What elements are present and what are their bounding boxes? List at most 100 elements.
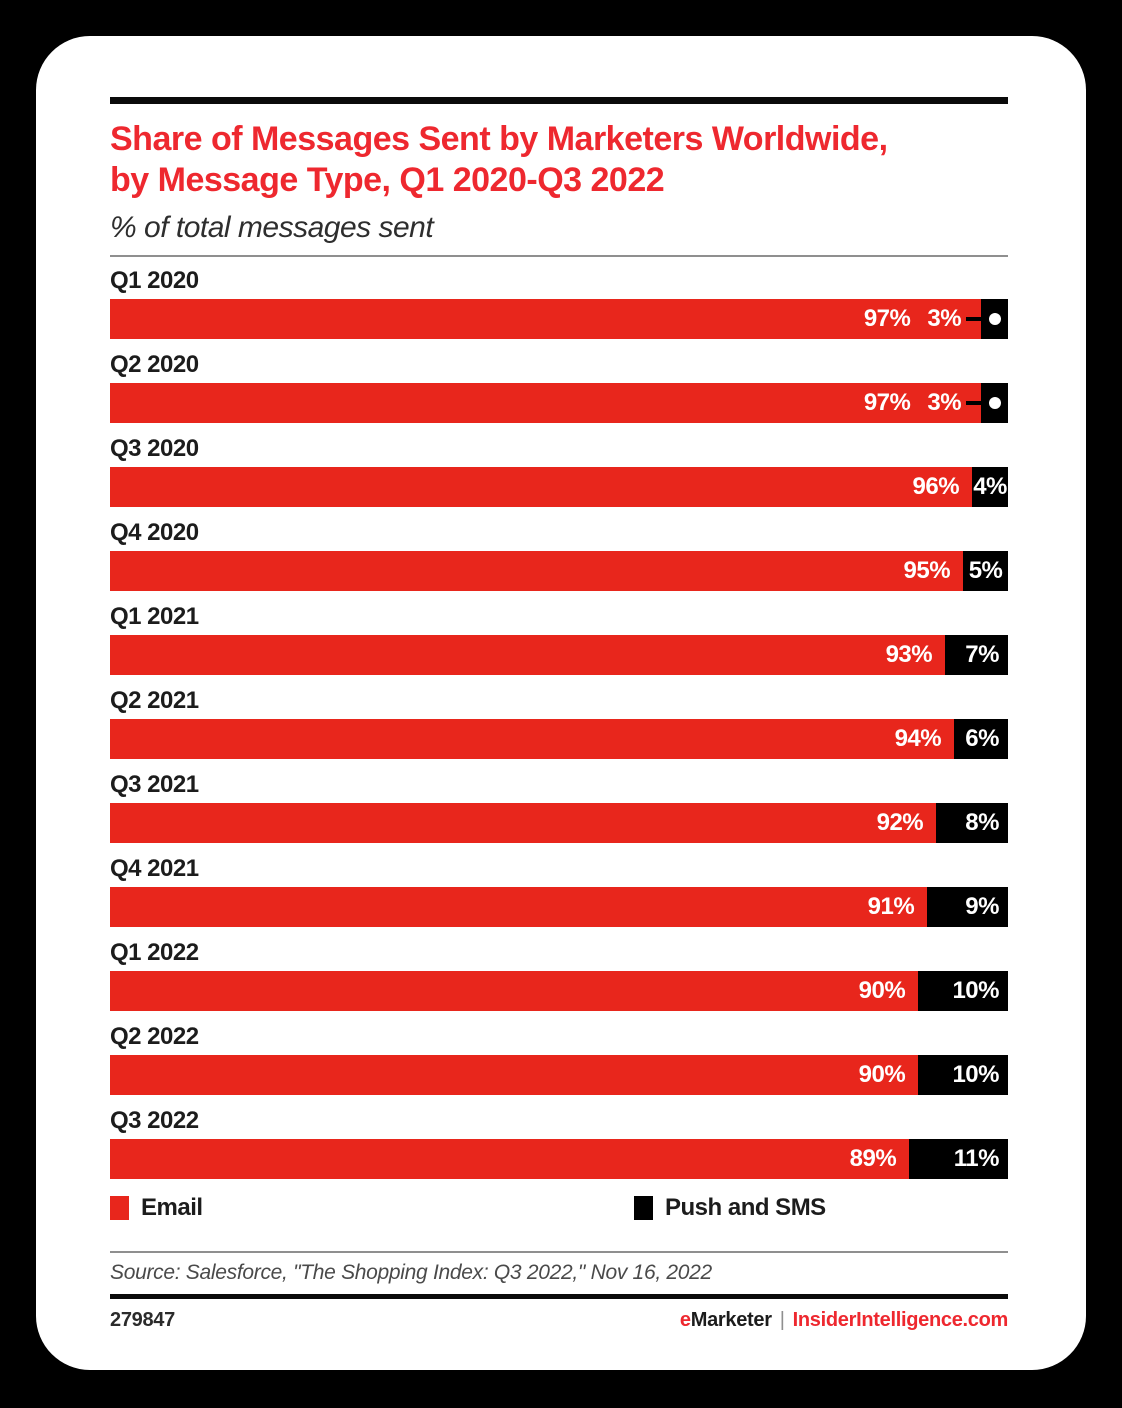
bar-row: Q4 2021 91% 9%	[110, 856, 1008, 927]
email-value-label: 96%	[912, 473, 960, 500]
legend-label-email: Email	[141, 1194, 203, 1221]
email-value-label: 92%	[876, 809, 924, 836]
push-sms-bar-segment: 10%	[918, 1055, 1008, 1095]
push-sms-bar-segment	[981, 383, 1008, 423]
push-sms-value-label: 3%	[927, 389, 962, 416]
push-sms-value-label: 5%	[968, 557, 1003, 584]
bar-row: Q1 2021 93% 7%	[110, 604, 1008, 675]
email-bar-segment: 94%	[110, 719, 955, 759]
stacked-bar: 92% 8%	[110, 803, 1008, 843]
push-sms-bar-segment: 4%	[972, 467, 1008, 507]
category-label: Q2 2022	[110, 1023, 199, 1050]
email-value-label: 94%	[894, 725, 942, 752]
push-sms-bar-segment: 10%	[918, 971, 1008, 1011]
push-sms-value-label: 6%	[965, 725, 999, 752]
bar-row: Q2 2022 90% 10%	[110, 1024, 1008, 1095]
category-label: Q4 2020	[110, 519, 199, 546]
email-bar-segment: 97% 3%	[110, 383, 982, 423]
email-bar-segment: 97% 3%	[110, 299, 982, 339]
callout-line	[966, 317, 982, 321]
category-label: Q4 2021	[110, 855, 199, 882]
push-sms-value-label: 8%	[965, 809, 999, 836]
category-label: Q3 2020	[110, 435, 199, 462]
chart-subtitle: % of total messages sent	[110, 211, 434, 244]
stacked-bar: 96% 4%	[110, 467, 1008, 507]
email-bar-segment: 95%	[110, 551, 964, 591]
email-value-label: 89%	[849, 1145, 897, 1172]
source-divider	[110, 1251, 1008, 1253]
subtitle-divider	[110, 255, 1008, 257]
chart-title-line2: by Message Type, Q1 2020-Q3 2022	[110, 161, 665, 199]
email-bar-segment: 91%	[110, 887, 928, 927]
push-sms-value-label: 3%	[927, 305, 962, 332]
email-value-label: 97%	[863, 305, 911, 332]
category-label: Q1 2021	[110, 603, 199, 630]
bar-row: Q3 2021 92% 8%	[110, 772, 1008, 843]
callout-dot	[988, 397, 1001, 409]
push-sms-bar-segment: 8%	[936, 803, 1008, 843]
push-sms-value-label: 9%	[965, 893, 999, 920]
chart-card: Share of Messages Sent by Marketers Worl…	[36, 36, 1086, 1370]
legend-item-push-sms: Push and SMS	[634, 1194, 826, 1222]
chart-title-line1: Share of Messages Sent by Marketers Worl…	[110, 120, 888, 158]
category-label: Q3 2022	[110, 1107, 199, 1134]
top-rule	[110, 97, 1008, 104]
email-value-label: 91%	[867, 893, 915, 920]
email-bar-segment: 89%	[110, 1139, 910, 1179]
push-sms-value-label: 4%	[973, 473, 1007, 500]
push-sms-value-label: 7%	[965, 641, 999, 668]
push-sms-bar-segment: 6%	[954, 719, 1008, 759]
bar-row: Q2 2020 97% 3%	[110, 352, 1008, 423]
category-label: Q1 2022	[110, 939, 199, 966]
emarketer-link[interactable]: eMarketer	[680, 1309, 772, 1331]
email-value-label: 90%	[858, 977, 906, 1004]
emarketer-e: e	[679, 1309, 691, 1331]
email-value-label: 90%	[858, 1061, 906, 1088]
category-label: Q1 2020	[110, 267, 199, 294]
category-label: Q2 2021	[110, 687, 199, 714]
push-sms-value-label: 10%	[952, 977, 999, 1004]
stacked-bar: 90% 10%	[110, 1055, 1008, 1095]
stacked-bar: 97% 3%	[110, 383, 1008, 423]
brand-separator: |	[779, 1309, 785, 1331]
email-value-label: 93%	[885, 641, 933, 668]
email-bar-segment: 96%	[110, 467, 973, 507]
push-sms-bar-segment	[981, 299, 1008, 339]
category-label: Q2 2020	[110, 351, 199, 378]
chart-title: Share of Messages Sent by Marketers Worl…	[110, 119, 1008, 201]
category-label: Q3 2021	[110, 771, 199, 798]
email-value-label: 95%	[903, 557, 951, 584]
email-bar-segment: 92%	[110, 803, 937, 843]
footer-rule	[110, 1294, 1008, 1299]
legend-item-email: Email	[110, 1194, 203, 1222]
stacked-bar: 91% 9%	[110, 887, 1008, 927]
stacked-bar: 95% 5%	[110, 551, 1008, 591]
insider-intelligence-link[interactable]: InsiderIntelligence.com	[792, 1309, 1009, 1331]
callout-line	[966, 401, 982, 405]
bar-row: Q3 2020 96% 4%	[110, 436, 1008, 507]
bar-row: Q1 2020 97% 3%	[110, 268, 1008, 339]
stacked-bar: 97% 3%	[110, 299, 1008, 339]
bar-row: Q2 2021 94% 6%	[110, 688, 1008, 759]
email-bar-segment: 90%	[110, 971, 919, 1011]
footer: 279847 eMarketer | InsiderIntelligence.com	[110, 1309, 1008, 1332]
callout-dot	[988, 313, 1001, 325]
push-sms-swatch-icon	[634, 1196, 653, 1220]
chart-content: Share of Messages Sent by Marketers Worl…	[36, 97, 1086, 1332]
stacked-bar: 93% 7%	[110, 635, 1008, 675]
stacked-bar: 89% 11%	[110, 1139, 1008, 1179]
bar-row: Q3 2022 89% 11%	[110, 1108, 1008, 1179]
legend: Email Push and SMS	[110, 1194, 1008, 1222]
email-bar-segment: 90%	[110, 1055, 919, 1095]
email-swatch-icon	[110, 1196, 129, 1220]
push-sms-bar-segment: 11%	[909, 1139, 1008, 1179]
email-bar-segment: 93%	[110, 635, 946, 675]
email-value-label: 97%	[863, 389, 911, 416]
bar-row: Q4 2020 95% 5%	[110, 520, 1008, 591]
bar-row: Q1 2022 90% 10%	[110, 940, 1008, 1011]
push-sms-bar-segment: 7%	[945, 635, 1008, 675]
push-sms-bar-segment: 5%	[963, 551, 1008, 591]
stacked-bar: 94% 6%	[110, 719, 1008, 759]
bar-rows: Q1 2020 97% 3% Q2 2020 97% 3% Q3 2020 96% 4% Q4 2…	[110, 268, 1008, 1179]
push-sms-value-label: 10%	[952, 1061, 999, 1088]
